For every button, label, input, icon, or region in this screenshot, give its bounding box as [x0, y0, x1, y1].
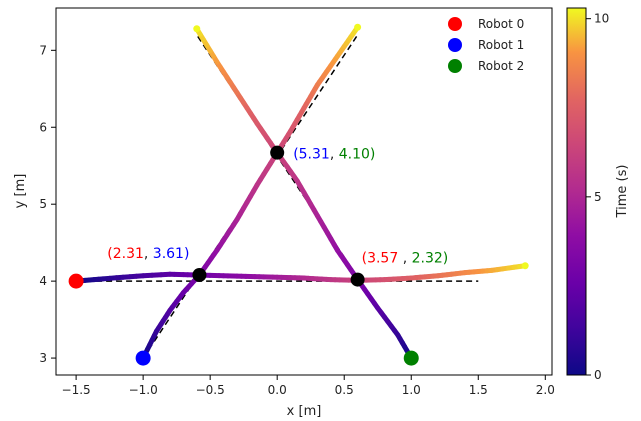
label-part: 2.32) [412, 251, 449, 267]
legend-label: Robot 0 [478, 17, 524, 31]
annotations: (2.31, 3.61) (5.31, 4.10) (3.57 , 2.32) [107, 147, 448, 267]
y-tick-label: 4 [39, 274, 47, 288]
intersection-point-2 [350, 272, 365, 287]
markers [68, 23, 529, 366]
x-axis: −1.5 −1.0 −0.5 0.0 0.5 1.0 1.5 2.0 [62, 375, 555, 397]
legend-marker [448, 17, 462, 31]
colorbar-gradient [566, 7, 587, 376]
y-tick-label: 7 [39, 43, 47, 57]
legend-label: Robot 1 [478, 38, 524, 52]
x-tick-label: 1.0 [402, 383, 421, 397]
intersection-point-1 [270, 145, 285, 160]
label-part: (5.31 [293, 147, 330, 163]
x-tick-label: −1.0 [129, 383, 158, 397]
label-separator: , [144, 246, 153, 262]
end-marker-robot-2 [193, 25, 201, 33]
end-marker-robot-1 [354, 23, 362, 31]
intersection-label-1: (5.31, 4.10) [293, 147, 375, 163]
x-tick-label: 2.0 [536, 383, 555, 397]
x-tick-label: −0.5 [196, 383, 225, 397]
y-tick-label: 5 [39, 197, 47, 211]
colorbar-tick-label: 10 [594, 12, 609, 26]
colorbar-ticks: 0 5 10 [586, 12, 609, 382]
intersection-label-0: (2.31, 3.61) [107, 246, 189, 262]
y-axis: 3 4 5 6 7 [39, 43, 56, 365]
trajectories [73, 24, 528, 361]
legend-marker [448, 38, 462, 52]
x-tick-label: 0.5 [335, 383, 354, 397]
label-part: 3.61) [153, 246, 190, 262]
label-part: 4.10) [339, 147, 376, 163]
x-axis-title: x [m] [287, 404, 322, 419]
start-marker-robot-0 [68, 273, 84, 289]
end-marker-robot-0 [521, 262, 529, 270]
label-part: (3.57 [362, 251, 399, 267]
y-axis-title: y [m] [13, 174, 28, 209]
trajectory-robot-0 [73, 263, 528, 284]
intersection-label-2: (3.57 , 2.32) [362, 251, 449, 267]
trajectory-robot-1 [140, 24, 361, 361]
intersection-point-0 [192, 267, 207, 282]
plot-frame [55, 7, 553, 376]
colorbar-tick-label: 0 [594, 368, 602, 382]
label-part: (2.31 [107, 246, 144, 262]
legend: Robot 0 Robot 1 Robot 2 [448, 17, 524, 73]
x-tick-label: −1.5 [62, 383, 91, 397]
colorbar-label: Time (s) [615, 165, 630, 219]
legend-label: Robot 2 [478, 59, 524, 73]
colorbar: 0 5 10 Time (s) [566, 7, 630, 382]
y-tick-label: 3 [39, 351, 47, 365]
x-tick-label: 0.0 [268, 383, 287, 397]
label-separator: , [330, 147, 339, 163]
start-marker-robot-2 [403, 350, 419, 366]
colorbar-tick-label: 5 [594, 190, 602, 204]
y-tick-label: 6 [39, 120, 47, 134]
legend-marker [448, 59, 462, 73]
start-marker-robot-1 [135, 350, 151, 366]
label-separator: , [398, 251, 411, 267]
x-tick-label: 1.5 [469, 383, 488, 397]
